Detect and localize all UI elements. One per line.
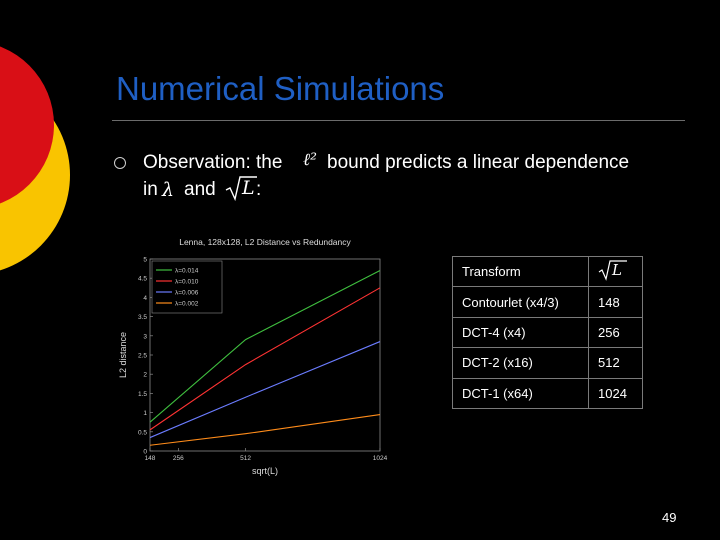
table-header-row: Transform L: [452, 255, 643, 288]
page-number: 49: [662, 510, 677, 525]
sqrt-l-symbol: L: [224, 174, 258, 202]
table-header-sqrt-l-letter: L: [612, 261, 622, 280]
sqrt-l-letter: L: [242, 177, 255, 199]
y-tick-label: 3: [143, 333, 147, 340]
l2-distance-chart: Lenna, 128x128, L2 Distance vs Redundanc…: [118, 237, 388, 476]
observation-text-1: Observation: the: [143, 152, 283, 173]
series-line: [149, 287, 381, 431]
legend-label: λ=0.006: [175, 290, 199, 297]
series-line: [149, 341, 381, 439]
y-tick-label: 5: [143, 257, 147, 264]
redundancy-table: Transform L Contourlet (x4/3) 148 DCT-4 …: [452, 255, 643, 409]
table-row: Contourlet (x4/3) 148: [452, 286, 643, 318]
x-tick-label: 256: [173, 455, 184, 462]
slide-title: Numerical Simulations: [116, 70, 445, 107]
legend-label: λ=0.010: [175, 279, 199, 286]
y-tick-label: 4.5: [138, 276, 147, 283]
series-line: [149, 413, 381, 446]
y-axis-label: L2 distance: [118, 332, 128, 378]
table-header-transform: Transform: [452, 255, 589, 288]
observation-text-2: bound predicts a linear dependence: [327, 152, 630, 173]
lambda-symbol: λ: [162, 179, 175, 201]
table-cell-value: 148: [588, 286, 643, 318]
y-tick-label: 0.5: [138, 429, 147, 436]
y-tick-label: 0: [143, 449, 147, 456]
x-tick-label: 1024: [373, 455, 388, 462]
y-tick-label: 2.5: [138, 353, 147, 360]
legend-label: λ=0.002: [175, 301, 199, 308]
x-tick-label: 148: [145, 455, 156, 462]
y-tick-label: 2: [143, 372, 147, 379]
table-row: DCT-2 (x16) 512: [452, 347, 643, 379]
table-cell-transform: DCT-4 (x4): [452, 316, 589, 349]
chart-title: Lenna, 128x128, L2 Distance vs Redundanc…: [179, 237, 351, 247]
x-tick-label: 512: [240, 455, 251, 462]
table-cell-transform: DCT-2 (x16): [452, 347, 589, 379]
series-line: [149, 270, 381, 423]
table-cell-value: 256: [588, 316, 643, 349]
y-tick-label: 1.5: [138, 391, 147, 398]
red-arc-decoration: [0, 46, 54, 204]
table-cell-value: 512: [588, 347, 643, 379]
table-row: DCT-1 (x64) 1024: [452, 377, 643, 409]
table-cell-transform: DCT-1 (x64): [452, 377, 589, 409]
table-row: DCT-4 (x4) 256: [452, 316, 643, 349]
table-cell-transform: Contourlet (x4/3): [452, 286, 589, 318]
y-tick-label: 4: [143, 295, 147, 302]
hollow-circle-bullet-icon: [114, 157, 126, 169]
table-header-sqrt-l: L: [588, 255, 643, 288]
ell-squared-symbol: ℓ²: [303, 150, 317, 170]
table-cell-value: 1024: [588, 377, 643, 409]
y-tick-label: 3.5: [138, 314, 147, 321]
x-axis-label: sqrt(L): [252, 466, 278, 476]
observation-text-and: and: [184, 179, 216, 200]
title-underline: [112, 120, 685, 121]
observation-colon: :: [256, 179, 262, 200]
y-tick-label: 1: [143, 410, 147, 417]
observation-text-in: in: [143, 179, 158, 200]
legend-label: λ=0.014: [175, 268, 199, 275]
